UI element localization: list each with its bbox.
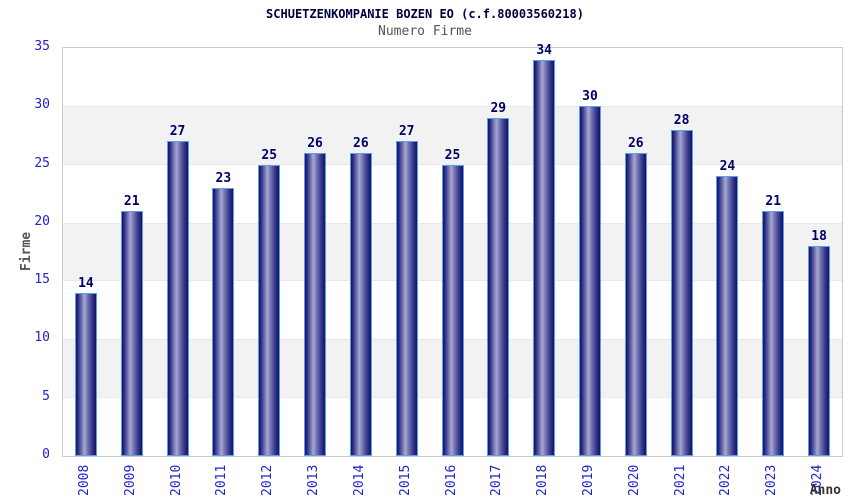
bar-value-label: 21 (123, 194, 140, 210)
bar-value-label: 24 (719, 159, 736, 175)
bar-2022 (716, 176, 739, 456)
x-tick-label: 2010 (168, 464, 184, 496)
bar-value-label: 26 (627, 135, 644, 151)
bar-2018 (533, 59, 556, 456)
x-tick-label: 2018 (535, 464, 551, 496)
x-tick-label: 2011 (214, 464, 230, 496)
x-tick-label: 2009 (122, 464, 138, 496)
bar-2017 (487, 117, 510, 456)
bar-value-label: 27 (169, 124, 186, 140)
x-tick-label: 2016 (443, 464, 459, 496)
y-axis-tick-labels: 0 5 10 15 20 25 30 35 (0, 39, 50, 462)
bar-value-label: 34 (536, 42, 552, 58)
bar-2012 (258, 164, 281, 456)
bar-2021 (670, 129, 693, 456)
y-tick-label: 35 (34, 39, 50, 54)
bar-2020 (624, 152, 647, 456)
x-tick-label: 2020 (626, 464, 642, 496)
bar-2015 (395, 141, 418, 456)
x-tick-label: 2022 (718, 464, 734, 496)
chart-title: SCHUETZENKOMPANIE BOZEN EO (c.f.80003560… (266, 7, 584, 21)
bar-value-label: 23 (215, 170, 232, 186)
y-tick-label: 10 (34, 330, 50, 346)
bar-value-label: 30 (582, 89, 598, 105)
y-tick-label: 0 (42, 447, 50, 462)
y-tick-label: 30 (34, 97, 50, 113)
x-tick-label: 2019 (580, 464, 596, 496)
chart-subtitle: Numero Firme (378, 24, 472, 39)
bar-2013 (304, 152, 327, 456)
bar-2019 (578, 106, 601, 456)
bar-2009 (120, 211, 143, 456)
bar-2014 (349, 152, 372, 456)
plot-band (63, 106, 842, 165)
y-tick-label: 25 (34, 155, 50, 171)
bar-value-label: 27 (398, 124, 415, 140)
plot-band (63, 48, 842, 106)
bar-2011 (212, 187, 235, 456)
bar-value-label: 21 (765, 194, 782, 210)
bar-value-label: 28 (673, 112, 690, 128)
x-tick-label: 2014 (351, 464, 367, 496)
x-tick-label: 2008 (76, 464, 92, 496)
bar-2023 (762, 211, 785, 456)
bar-2016 (441, 164, 464, 456)
x-tick-label: 2015 (397, 464, 413, 496)
x-tick-label: 2021 (672, 464, 688, 496)
y-tick-label: 15 (34, 272, 50, 288)
x-tick-label: 2012 (260, 464, 276, 496)
bar-value-label: 18 (811, 229, 827, 245)
x-axis-tick-labels: 2008 2009 2010 2011 2012 2013 2014 2015 2016 2017… (62, 461, 841, 499)
bar-value-label: 29 (490, 100, 507, 116)
bar-value-label: 25 (444, 147, 461, 163)
x-tick-label: 2023 (764, 464, 780, 496)
bar-value-label: 26 (353, 135, 369, 151)
x-tick-label: 2017 (489, 464, 505, 496)
plot-area: 14 21 27 23 25 26 26 27 25 29 34 30 26 28 24 21 18 (62, 42, 843, 457)
bar-2010 (166, 141, 189, 456)
y-tick-label: 20 (34, 213, 50, 229)
bar-2024 (808, 246, 831, 456)
bar-value-label: 26 (307, 135, 323, 151)
bar-value-label: 25 (261, 147, 278, 163)
bar-value-label: 14 (78, 275, 94, 291)
y-tick-label: 5 (42, 388, 50, 404)
x-axis-title: Anno (809, 483, 841, 498)
x-tick-label: 2013 (306, 464, 322, 496)
bar-2008 (74, 292, 97, 456)
